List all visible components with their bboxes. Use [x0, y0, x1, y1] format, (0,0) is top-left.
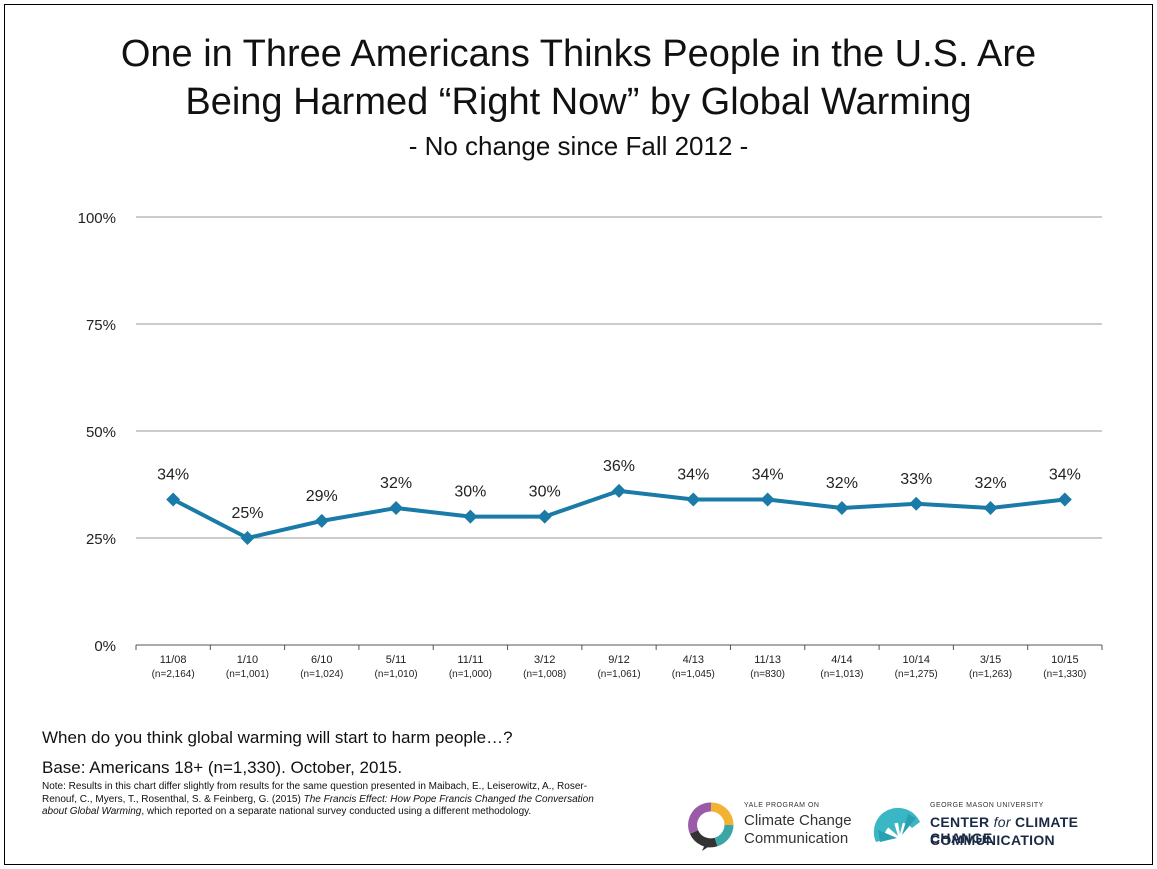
data-label: 25% [231, 505, 263, 522]
gmu-center-logo: GEORGE MASON UNIVERSITY CENTER for CLIMA… [872, 802, 1132, 852]
burst-logo-icon [873, 807, 920, 842]
note-text-1: Note: Results in this chart differ sligh… [42, 781, 588, 805]
x-tick-label: 11/11 [457, 654, 483, 666]
data-point-marker [909, 496, 924, 511]
y-axis-ticks: 0% 25% 50% 75% 100% [78, 210, 116, 655]
data-label: 34% [752, 466, 784, 483]
data-point-marker [760, 492, 775, 507]
x-axis-ticks: 11/08 (n=2,164) 1/10 (n=1,001) 6/10 (n=1,024)… [135, 645, 1103, 680]
slide-frame [4, 4, 1153, 865]
data-label: 32% [975, 475, 1007, 492]
survey-base: Base: Americans 18+ (n=1,330). October, … [42, 758, 403, 777]
x-tick-label: 3/15 [980, 654, 1001, 666]
y-tick-label: 50% [86, 424, 116, 441]
note-citation-title: The Francis Effect: How Pope Francis Cha… [42, 793, 594, 818]
x-tick-label: 11/13 [754, 654, 781, 666]
data-label: 30% [529, 484, 561, 501]
data-label: 34% [677, 466, 709, 483]
gmu-logo-line-1: CENTER for CLIMATE CHANGE [930, 814, 1132, 846]
data-label: 36% [603, 458, 635, 475]
gridlines [136, 216, 1102, 646]
survey-question: When do you think global warming will st… [42, 728, 513, 747]
x-tick-label: 10/15 [1051, 654, 1079, 666]
data-point-marker [983, 501, 998, 516]
data-point-marker [834, 501, 849, 516]
data-label: 34% [157, 466, 189, 483]
yale-logo-line-1: Climate Change [744, 812, 852, 829]
x-tick-label: 6/10 [311, 654, 332, 666]
x-tick-label: 4/14 [831, 654, 852, 666]
title-line-2: Being Harmed “Right Now” by Global Warmi… [185, 81, 972, 123]
x-tick-sample-size: (n=1,275) [895, 669, 938, 680]
x-tick-sample-size: (n=2,164) [152, 669, 195, 680]
x-tick-sample-size: (n=1,000) [449, 669, 492, 680]
data-label: 29% [306, 488, 338, 505]
x-tick-sample-size: (n=1,008) [523, 669, 566, 680]
data-label: 30% [454, 484, 486, 501]
gmu-university-label: GEORGE MASON UNIVERSITY [930, 802, 1044, 809]
x-tick-label: 5/11 [386, 654, 407, 666]
data-labels: 34% 25% 29% 32% 30% 30% 36% 34% 34% 32% 33% 32% 34% [157, 458, 1081, 522]
gmu-line-1a: CENTER [930, 814, 994, 830]
data-label: 32% [380, 475, 412, 492]
methodology-note: Note: Results in this chart differ sligh… [42, 781, 602, 819]
x-tick-label: 3/12 [534, 654, 555, 666]
data-point-marker [686, 492, 701, 507]
x-tick-label: 9/12 [608, 654, 629, 666]
x-tick-label: 11/08 [160, 654, 187, 666]
data-point-marker [612, 483, 626, 498]
x-tick-sample-size: (n=830) [750, 669, 785, 680]
x-tick-sample-size: (n=1,045) [672, 669, 715, 680]
x-tick-sample-size: (n=1,001) [226, 669, 269, 680]
y-tick-label: 25% [86, 531, 116, 548]
data-point-marker [166, 492, 181, 507]
data-point-marker [537, 509, 552, 524]
data-point-marker [1057, 492, 1072, 507]
y-tick-label: 75% [86, 317, 116, 334]
x-tick-sample-size: (n=1,024) [300, 669, 343, 680]
x-tick-label: 10/14 [902, 654, 930, 666]
note-text-2: , which reported on a separate national … [141, 806, 532, 817]
data-point-marker [389, 501, 404, 516]
series-layer [166, 483, 1072, 545]
yale-program-label: YALE PROGRAM ON [744, 802, 820, 809]
speech-bubble-logo-icon [688, 802, 734, 851]
gmu-logo-line-2: COMMUNICATION [930, 832, 1055, 848]
x-tick-sample-size: (n=1,330) [1043, 669, 1086, 680]
x-tick-sample-size: (n=1,013) [820, 669, 863, 680]
yale-logo-line-2: Communication [744, 830, 849, 847]
chart-subtitle: - No change since Fall 2012 - [408, 131, 749, 161]
data-label: 33% [900, 471, 932, 488]
title-line-1: One in Three Americans Thinks People in … [120, 33, 1037, 75]
x-tick-sample-size: (n=1,061) [597, 669, 640, 680]
data-point-marker [240, 531, 255, 545]
yale-climate-logo: YALE PROGRAM ON Climate Change Communica… [686, 802, 866, 852]
data-label: 32% [826, 475, 858, 492]
x-tick-sample-size: (n=1,010) [375, 669, 418, 680]
gmu-line-1b: for [993, 814, 1011, 830]
x-tick-sample-size: (n=1,263) [969, 669, 1012, 680]
gmu-line-1c: CLIMATE CHANGE [930, 814, 1079, 846]
data-point-marker [463, 509, 478, 524]
data-label: 34% [1049, 466, 1081, 483]
x-tick-label: 4/13 [683, 654, 704, 666]
x-tick-label: 1/10 [237, 654, 258, 666]
y-tick-label: 100% [78, 210, 116, 227]
data-point-marker [314, 513, 329, 528]
chart-title: One in Three Americans Thinks People in … [0, 30, 1157, 126]
y-tick-label: 0% [94, 638, 116, 655]
